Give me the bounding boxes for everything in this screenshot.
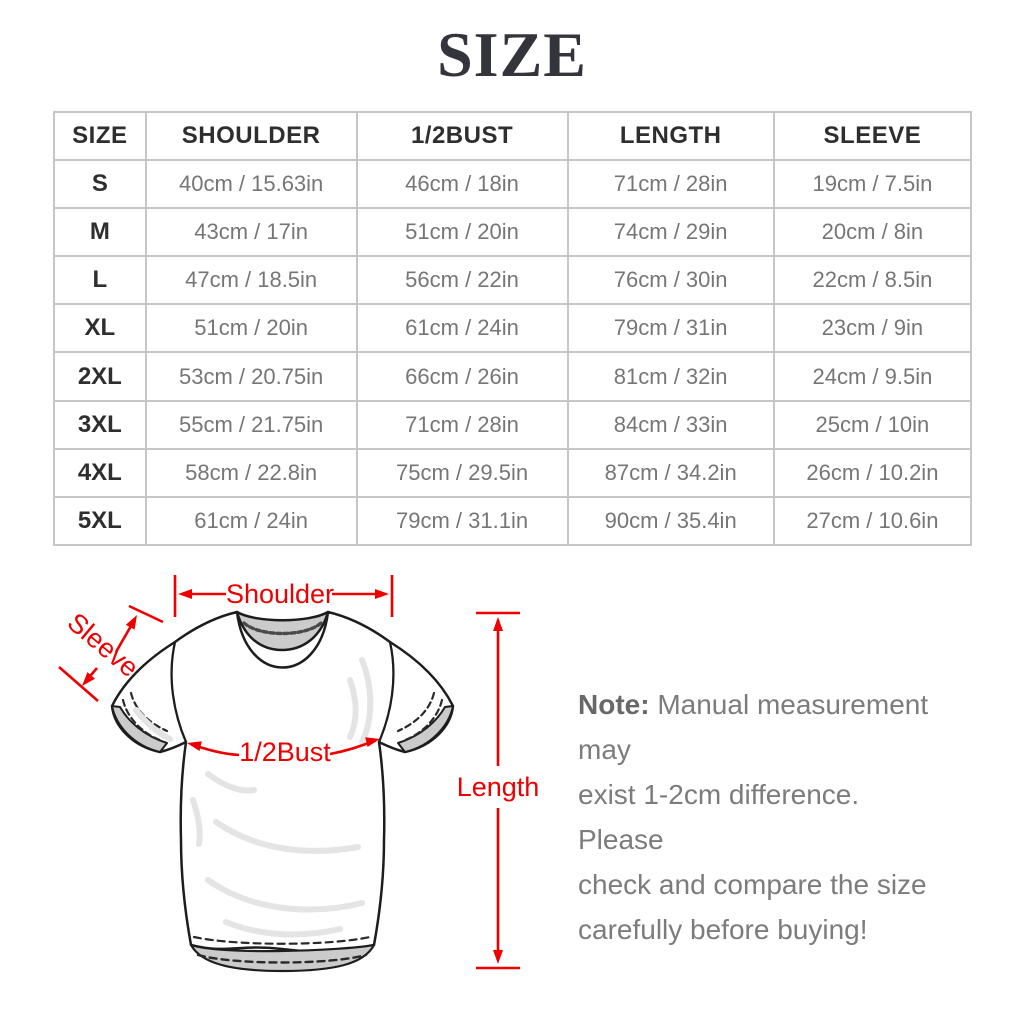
size-cell: 4XL [53,447,147,498]
size-cell: L [53,255,147,306]
sleeve-cell: 24cm / 9.5in [772,351,973,402]
bust-cell: 66cm / 26in [355,351,569,402]
bust-cell: 46cm / 18in [355,159,569,210]
table-row-m: M 43cm / 17in 51cm / 20in 74cm / 29in 20… [53,207,973,258]
bust-label: 1/2Bust [239,737,331,767]
collar-inner [235,610,330,652]
tshirt-body [110,610,455,954]
size-table: SIZE SHOULDER 1/2BUST LENGTH SLEEVE S 40… [53,110,973,546]
size-cell: M [53,207,147,258]
sleeve-cell: 20cm / 8in [772,207,973,258]
col-header-bust: 1/2BUST [355,110,569,162]
bust-cell: 51cm / 20in [355,207,569,258]
note-text: Note: Manual measurement may exist 1-2cm… [578,682,936,952]
bust-cell: 79cm / 31.1in [355,495,569,546]
shoulder-cell: 58cm / 22.8in [144,447,358,498]
length-cell: 76cm / 30in [566,255,775,306]
length-cell: 79cm / 31in [566,303,775,354]
length-cell: 87cm / 34.2in [566,447,775,498]
note-line: exist 1-2cm difference. Please [578,779,860,855]
sleeve-cell: 19cm / 7.5in [772,159,973,210]
table-row-4xl: 4XL 58cm / 22.8in 75cm / 29.5in 87cm / 3… [53,447,973,498]
table-row-5xl: 5XL 61cm / 24in 79cm / 31.1in 90cm / 35.… [53,495,973,546]
right-cuff [397,705,454,753]
bust-measure: 1/2Bust [187,737,380,767]
sleeve-cell: 27cm / 10.6in [772,495,973,546]
table-row-3xl: 3XL 55cm / 21.75in 71cm / 28in 84cm / 33… [53,399,973,450]
length-cell: 71cm / 28in [566,159,775,210]
sleeve-cell: 26cm / 10.2in [772,447,973,498]
sleeve-cell: 22cm / 8.5in [772,255,973,306]
tshirt-measurement-diagram: Shoulder Sleeve 1/2Bust [58,575,540,973]
length-cell: 74cm / 29in [566,207,775,258]
size-cell: 3XL [53,399,147,450]
length-cell: 81cm / 32in [566,351,775,402]
tshirt-drawing [110,610,455,973]
shoulder-cell: 61cm / 24in [144,495,358,546]
hem-band [189,943,376,973]
note-line: check and compare the size [578,869,927,900]
size-cell: 2XL [53,351,147,402]
note-line: carefully before buying! [578,914,868,945]
wrinkle-shading [133,657,374,938]
length-cell: 84cm / 33in [566,399,775,450]
table-row-l: L 47cm / 18.5in 56cm / 22in 76cm / 30in … [53,255,973,306]
size-cell: S [53,159,147,210]
col-header-sleeve: SLEEVE [772,110,973,162]
shoulder-cell: 51cm / 20in [144,303,358,354]
shoulder-cell: 47cm / 18.5in [144,255,358,306]
shoulder-cell: 53cm / 20.75in [144,351,358,402]
sleeve-cell: 23cm / 9in [772,303,973,354]
page-title: SIZE [437,19,587,90]
note-label: Note: [578,689,650,720]
length-measure: Length [457,611,540,970]
table-header-row: SIZE SHOULDER 1/2BUST LENGTH SLEEVE [53,110,973,162]
collar-stitch [242,621,323,636]
sleeve-cell: 25cm / 10in [772,399,973,450]
size-cell: 5XL [53,495,147,546]
shoulder-label: Shoulder [226,579,334,609]
length-label: Length [457,772,540,802]
shoulder-cell: 43cm / 17in [144,207,358,258]
shoulder-measure: Shoulder [173,575,394,617]
col-header-length: LENGTH [566,110,775,162]
shoulder-cell: 55cm / 21.75in [144,399,358,450]
bust-cell: 61cm / 24in [355,303,569,354]
bust-cell: 75cm / 29.5in [355,447,569,498]
col-header-size: SIZE [53,110,147,162]
table-row-xl: XL 51cm / 20in 61cm / 24in 79cm / 31in 2… [53,303,973,354]
note-line: Manual measurement may [578,689,929,765]
col-header-shoulder: SHOULDER [144,110,358,162]
size-cell: XL [53,303,147,354]
left-cuff [111,705,168,753]
bust-cell: 56cm / 22in [355,255,569,306]
sleeve-label: Sleeve [62,607,145,683]
table-row-2xl: 2XL 53cm / 20.75in 66cm / 26in 81cm / 32… [53,351,973,402]
table-row-s: S 40cm / 15.63in 46cm / 18in 71cm / 28in… [53,159,973,210]
shoulder-cell: 40cm / 15.63in [144,159,358,210]
bust-cell: 71cm / 28in [355,399,569,450]
length-cell: 90cm / 35.4in [566,495,775,546]
